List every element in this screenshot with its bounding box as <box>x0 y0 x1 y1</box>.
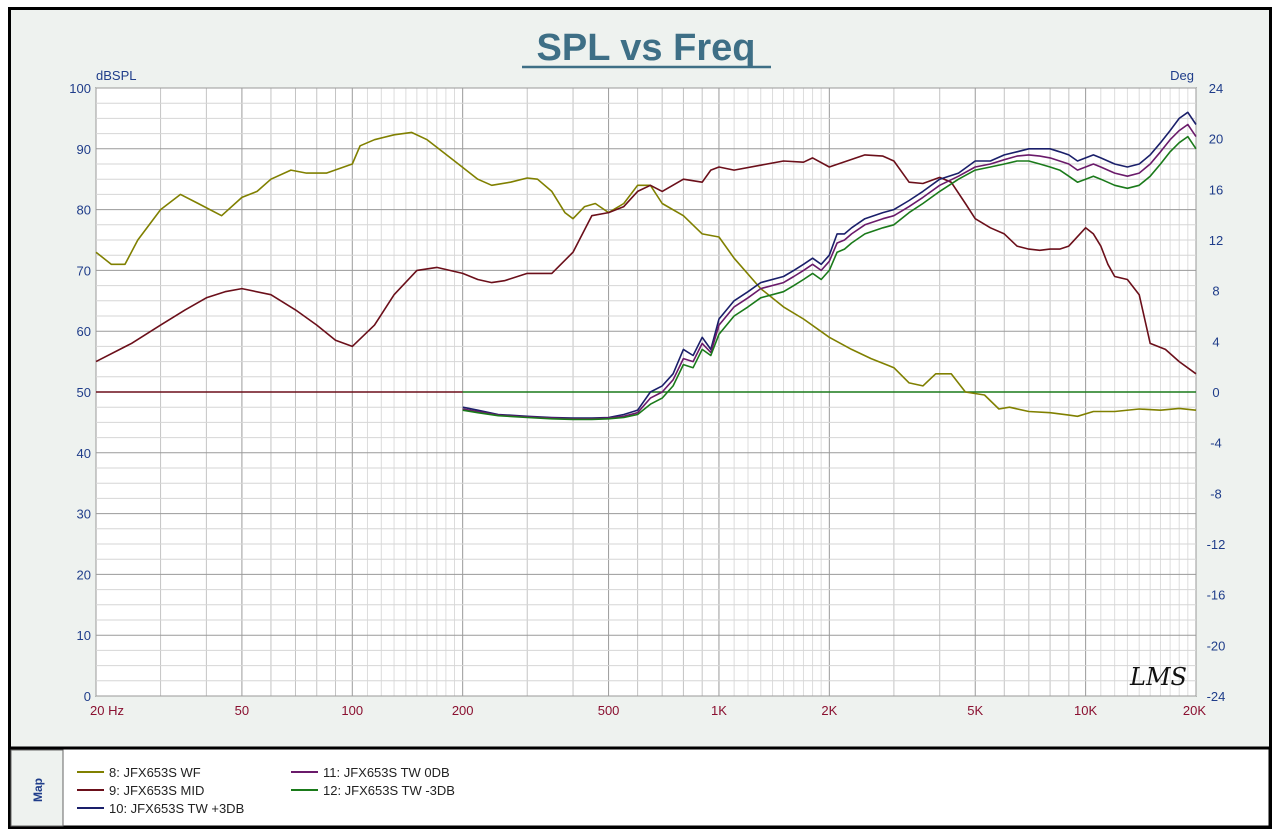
y-tick-right: -16 <box>1207 588 1226 603</box>
axes-layer: 0 10 20 30 40 50 60 70 80 90 100 -24 -20 -16 -12 -8 -4 0 4… <box>69 81 1225 718</box>
series-layer <box>95 111 1197 421</box>
legend-map-label: Map <box>31 778 45 802</box>
legend-item-label: 11: JFX653S TW 0DB <box>323 765 450 780</box>
y-tick-right: 24 <box>1209 81 1223 96</box>
lms-watermark: LMS <box>1129 663 1187 691</box>
legend-map-tab[interactable] <box>10 749 64 827</box>
y-tick-left: 90 <box>77 142 91 157</box>
y-tick-left: 40 <box>77 446 91 461</box>
y-tick-left: 80 <box>77 203 91 218</box>
series-line-tw-0db <box>462 123 1197 420</box>
chart-title: SPL vs Freq <box>537 27 756 69</box>
y-tick-left: 20 <box>77 567 91 582</box>
y-axis-label-left: dBSPL <box>96 68 136 83</box>
x-tick: 100 <box>341 703 363 718</box>
y-tick-right: -20 <box>1207 638 1226 653</box>
legend-panel <box>10 747 1270 827</box>
y-tick-left: 60 <box>77 324 91 339</box>
y-tick-right: -12 <box>1207 537 1226 552</box>
y-tick-left: 70 <box>77 263 91 278</box>
legend-item-label: 10: JFX653S TW +3DB <box>109 801 244 816</box>
y-tick-right: 12 <box>1209 233 1223 248</box>
x-tick: 20 Hz <box>90 703 124 718</box>
y-tick-right: 0 <box>1212 385 1219 400</box>
y-tick-right: 20 <box>1209 132 1223 147</box>
y-tick-right: 16 <box>1209 182 1223 197</box>
series-line-mid <box>95 154 1197 375</box>
series-line-wf <box>95 131 1197 418</box>
y-tick-left: 0 <box>84 689 91 704</box>
legend-item-label: 9: JFX653S MID <box>109 783 204 798</box>
x-tick: 20K <box>1183 703 1206 718</box>
x-tick: 10K <box>1074 703 1097 718</box>
y-tick-right: -24 <box>1207 689 1226 704</box>
series-line-tw-minus3db <box>462 135 1197 421</box>
x-tick: 5K <box>967 703 983 718</box>
x-tick: 200 <box>452 703 474 718</box>
y-tick-right: 4 <box>1212 334 1219 349</box>
y-tick-left: 30 <box>77 507 91 522</box>
y-tick-left: 10 <box>77 628 91 643</box>
x-tick: 1K <box>711 703 727 718</box>
y-tick-left: 50 <box>77 385 91 400</box>
x-tick: 500 <box>598 703 620 718</box>
x-tick: 50 <box>235 703 249 718</box>
y-tick-right: 8 <box>1212 284 1219 299</box>
y-axis-label-right: Deg <box>1170 68 1194 83</box>
y-tick-right: -4 <box>1210 436 1222 451</box>
legend-item-label: 8: JFX653S WF <box>109 765 201 780</box>
series-line-tw-plus3db <box>462 111 1197 419</box>
y-tick-left: 100 <box>69 81 91 96</box>
x-tick: 2K <box>821 703 837 718</box>
y-tick-right: -8 <box>1210 486 1222 501</box>
legend-item-label: 12: JFX653S TW -3DB <box>323 783 455 798</box>
legend-items: 8: JFX653S WF 9: JFX653S MID 10: JFX653S T… <box>77 765 455 816</box>
